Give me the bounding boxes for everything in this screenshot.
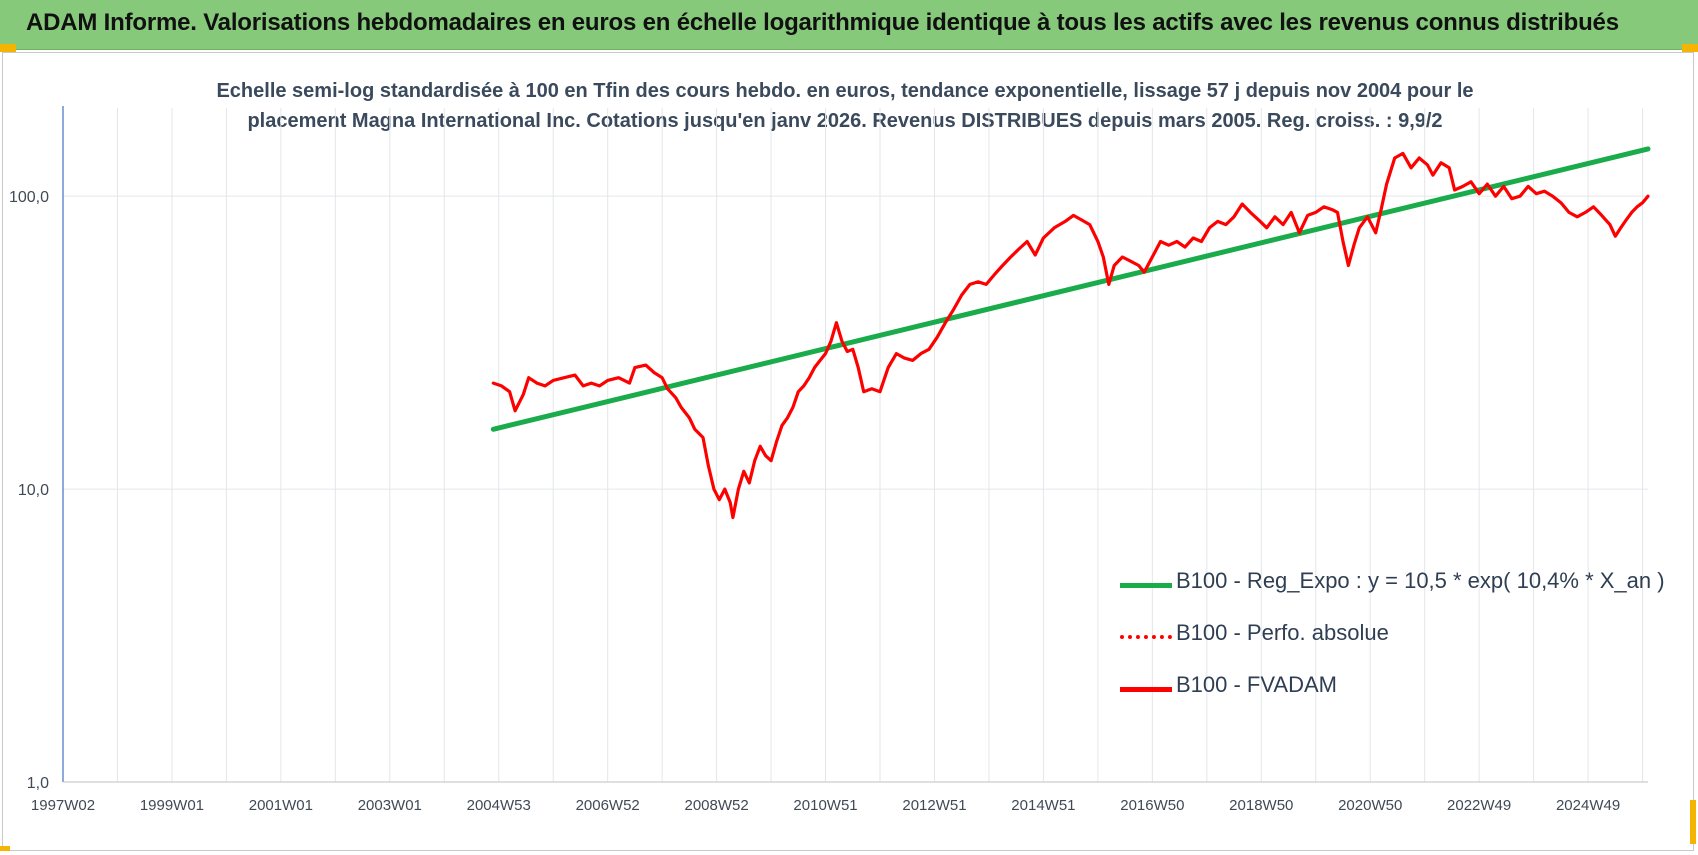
chart-title-line-1: Echelle semi-log standardisée à 100 en T…: [216, 80, 1474, 102]
x-tick-label: 2004W53: [467, 797, 531, 814]
x-tick-label: 2022W49: [1447, 797, 1511, 814]
x-tick-label: 2016W50: [1120, 797, 1184, 814]
x-tick-label: 2010W51: [793, 797, 857, 814]
y-tick-label: 10,0: [18, 482, 49, 499]
corner-marker-bottom-right: [1690, 800, 1696, 844]
corner-marker-top-left: [0, 44, 16, 52]
x-tick-label: 2014W51: [1011, 797, 1075, 814]
y-tick-label: 1,0: [27, 775, 49, 792]
y-tick-label: 100,0: [9, 189, 49, 206]
x-tick-label: 1997W02: [31, 797, 95, 814]
chart-title-line-2: placement Magna International Inc. Cotat…: [247, 110, 1443, 132]
legend-swatch-fvadam: [1120, 687, 1172, 692]
corner-marker-top-right: [1682, 44, 1698, 52]
series-line-0: [490, 146, 1651, 432]
corner-marker-bottom-left: [0, 846, 10, 851]
x-tick-label: 2001W01: [249, 797, 313, 814]
legend-swatch-perfo-absolue: [1120, 635, 1172, 639]
x-tick-label: 2024W49: [1556, 797, 1620, 814]
series-line-2: [491, 151, 1650, 520]
page-title: ADAM Informe. Valorisations hebdomadaire…: [26, 9, 1619, 36]
x-tick-label: 2012W51: [902, 797, 966, 814]
chart-title: Echelle semi-log standardisée à 100 en T…: [160, 76, 1530, 136]
x-tick-label: 2008W52: [684, 797, 748, 814]
x-tick-label: 2006W52: [576, 797, 640, 814]
x-tick-label: 2003W01: [358, 797, 422, 814]
x-tick-label: 2020W50: [1338, 797, 1402, 814]
legend-label-fvadam: B100 - FVADAM: [1176, 672, 1337, 697]
legend-label-reg-expo: B100 - Reg_Expo : y = 10,5 * exp( 10,4% …: [1176, 568, 1665, 593]
x-tick-label: 1999W01: [140, 797, 204, 814]
title-banner: ADAM Informe. Valorisations hebdomadaire…: [0, 0, 1698, 50]
legend-swatch-reg-expo: [1120, 583, 1172, 588]
legend-label-perfo-absolue: B100 - Perfo. absolue: [1176, 620, 1389, 645]
chart-frame: [2, 52, 1694, 851]
x-tick-label: 2018W50: [1229, 797, 1293, 814]
